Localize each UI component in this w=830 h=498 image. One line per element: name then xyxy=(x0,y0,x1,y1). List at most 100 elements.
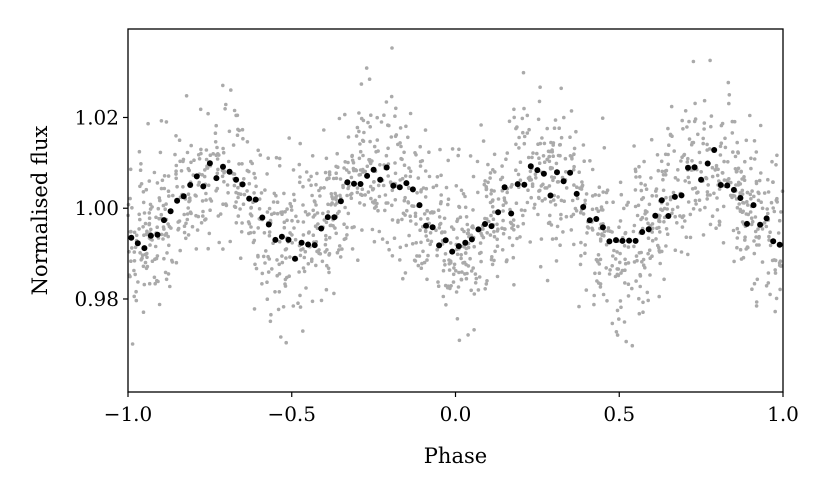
raw-flux-point xyxy=(740,192,745,196)
raw-flux-point xyxy=(330,197,335,201)
raw-flux-point xyxy=(134,289,138,294)
raw-flux-point xyxy=(400,176,405,181)
raw-flux-point xyxy=(507,119,512,124)
raw-flux-point xyxy=(774,163,778,167)
raw-flux-point xyxy=(213,140,218,144)
raw-flux-point xyxy=(489,213,493,218)
raw-flux-point xyxy=(324,237,328,242)
x-tick-label: 1.0 xyxy=(767,402,799,426)
raw-flux-point xyxy=(538,141,543,146)
raw-flux-point xyxy=(277,272,282,276)
raw-flux-point xyxy=(253,262,257,267)
raw-flux-point xyxy=(657,294,661,299)
raw-flux-point xyxy=(631,229,636,234)
raw-flux-point xyxy=(416,176,421,180)
raw-flux-point xyxy=(647,248,652,252)
raw-flux-point xyxy=(260,282,264,286)
raw-flux-point xyxy=(254,184,258,189)
raw-flux-point xyxy=(501,218,505,223)
raw-flux-point xyxy=(545,278,550,283)
raw-flux-point xyxy=(182,224,187,228)
raw-flux-point xyxy=(684,235,689,239)
raw-flux-point xyxy=(469,288,474,293)
raw-flux-point xyxy=(166,234,170,239)
raw-flux-point xyxy=(141,190,146,194)
raw-flux-point xyxy=(580,183,585,188)
raw-flux-point xyxy=(301,329,305,333)
raw-flux-point xyxy=(769,200,774,205)
raw-flux-point xyxy=(332,291,336,296)
raw-flux-point xyxy=(559,217,563,221)
raw-flux-point xyxy=(279,335,283,339)
raw-flux-point xyxy=(623,268,627,273)
raw-flux-point xyxy=(540,199,545,203)
raw-flux-point xyxy=(213,131,218,135)
raw-flux-point xyxy=(403,271,408,275)
raw-flux-point xyxy=(446,202,450,207)
binned-flux-point xyxy=(626,237,633,244)
raw-flux-point xyxy=(537,196,541,201)
raw-flux-point xyxy=(264,249,268,253)
raw-flux-point xyxy=(510,182,514,187)
raw-flux-point xyxy=(311,215,316,219)
raw-flux-point xyxy=(304,170,309,174)
raw-flux-point xyxy=(735,205,740,210)
raw-flux-point xyxy=(355,125,360,130)
raw-flux-point xyxy=(495,274,500,279)
binned-flux-point xyxy=(449,248,456,255)
raw-flux-point xyxy=(694,202,698,206)
raw-flux-point xyxy=(687,137,692,141)
raw-flux-point xyxy=(604,242,609,247)
raw-flux-point xyxy=(490,204,495,209)
raw-flux-point xyxy=(129,259,133,264)
raw-flux-point xyxy=(596,253,601,257)
raw-flux-point xyxy=(277,239,282,244)
raw-flux-point xyxy=(396,142,400,147)
raw-flux-point xyxy=(343,160,348,164)
x-tick-label: −1.0 xyxy=(104,402,153,426)
raw-flux-point xyxy=(345,193,349,198)
raw-flux-point xyxy=(327,235,332,240)
raw-flux-point xyxy=(616,267,621,271)
binned-flux-point xyxy=(567,169,574,176)
raw-flux-point xyxy=(387,247,391,252)
raw-flux-point xyxy=(750,189,754,193)
x-tick-label: 0.5 xyxy=(603,402,635,426)
binned-flux-point xyxy=(554,169,560,176)
raw-flux-point xyxy=(418,159,423,164)
raw-flux-point xyxy=(766,271,771,275)
raw-flux-point xyxy=(309,183,313,188)
raw-flux-point xyxy=(221,247,225,251)
raw-flux-point xyxy=(484,186,489,191)
raw-flux-point xyxy=(358,149,363,154)
binned-flux-point xyxy=(495,209,502,216)
raw-flux-point xyxy=(638,284,642,289)
raw-flux-point xyxy=(434,183,439,188)
raw-flux-point xyxy=(363,193,368,197)
raw-flux-point xyxy=(147,211,152,215)
raw-flux-point xyxy=(756,198,761,203)
raw-flux-point xyxy=(581,143,586,147)
raw-flux-point xyxy=(564,170,568,174)
raw-flux-point xyxy=(298,141,303,146)
raw-flux-point xyxy=(604,266,608,270)
binned-flux-point xyxy=(462,239,469,246)
raw-flux-point xyxy=(551,198,556,202)
raw-flux-point xyxy=(605,188,610,192)
raw-flux-point xyxy=(292,198,297,203)
binned-flux-point xyxy=(508,210,515,217)
raw-flux-point xyxy=(366,190,371,194)
raw-flux-point xyxy=(398,245,403,250)
raw-flux-point xyxy=(155,254,160,258)
raw-flux-point xyxy=(495,229,500,233)
raw-flux-point xyxy=(182,230,187,235)
raw-flux-point xyxy=(687,119,691,124)
binned-flux-point xyxy=(423,222,429,229)
raw-flux-point xyxy=(204,157,209,162)
raw-flux-point xyxy=(367,157,371,162)
raw-flux-point xyxy=(356,258,360,263)
raw-flux-point xyxy=(615,272,620,277)
raw-flux-point xyxy=(597,185,602,189)
binned-flux-point xyxy=(658,197,665,204)
raw-flux-point xyxy=(522,106,526,111)
